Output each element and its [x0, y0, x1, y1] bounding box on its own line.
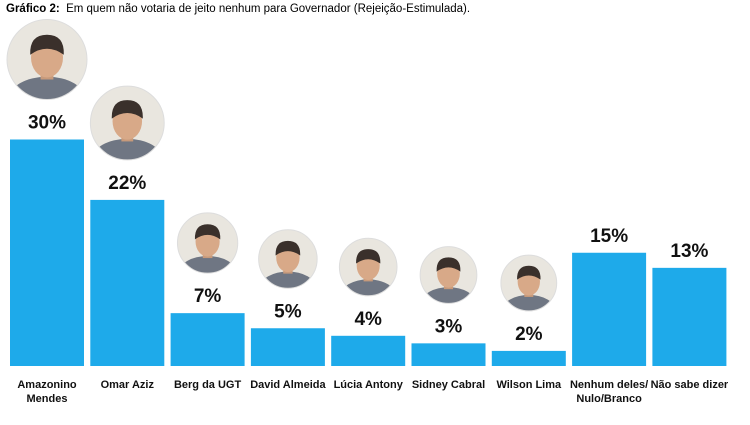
chart-title-label: Gráfico 2: [6, 3, 60, 15]
data-label: 22% [108, 173, 146, 194]
bar [491, 350, 566, 366]
data-label: 30% [28, 113, 66, 134]
candidate-photo [500, 254, 558, 312]
data-label: 5% [274, 301, 302, 322]
category-label: Berg da UGT [174, 379, 242, 391]
candidate-photo [6, 19, 88, 100]
bar [250, 328, 325, 366]
candidate-photo [89, 85, 165, 161]
data-label: 3% [435, 316, 463, 337]
category-label: Sidney Cabral [412, 379, 485, 391]
category-label: Lúcia Antony [334, 379, 404, 391]
category-label: Omar Aziz [101, 379, 155, 391]
bar [331, 335, 406, 366]
bar [652, 267, 727, 366]
chart-title: Gráfico 2: Em quem não votaria de jeito … [6, 3, 470, 15]
data-label: 4% [354, 309, 382, 330]
candidate-photo [258, 229, 318, 289]
data-label: 13% [670, 241, 708, 262]
data-label: 15% [590, 226, 628, 247]
category-label: Nenhum deles/Nulo/Branco [570, 379, 648, 405]
category-label: Wilson Lima [496, 379, 562, 391]
candidate-photo [419, 246, 478, 304]
category-label: Amazonino Mendes [17, 379, 77, 405]
data-label: 7% [194, 286, 222, 307]
bar [411, 343, 486, 366]
bar [170, 313, 245, 366]
data-label: 2% [515, 324, 543, 345]
category-label: David Almeida [250, 379, 326, 391]
category-label: Não sabe dizer [651, 379, 729, 391]
candidate-photo [338, 237, 398, 297]
chart-title-text: Em quem não votaria de jeito nenhum para… [66, 3, 471, 15]
bar [572, 252, 647, 366]
candidate-photo [176, 212, 239, 274]
bar [10, 139, 84, 366]
bar [90, 199, 165, 366]
